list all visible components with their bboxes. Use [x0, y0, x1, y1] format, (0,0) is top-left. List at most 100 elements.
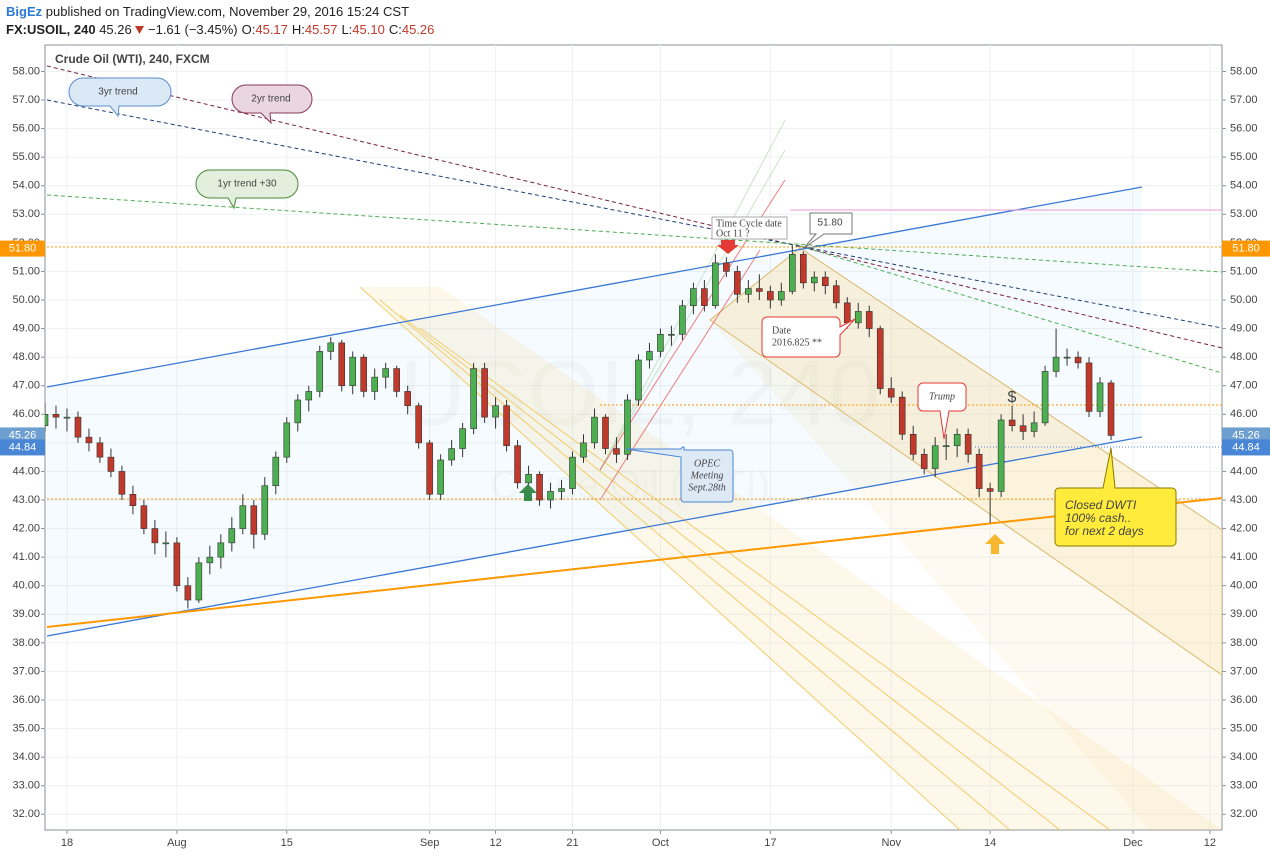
- channel-fill: [360, 287, 1222, 830]
- x-tick-label: 14: [984, 837, 996, 849]
- callout: [625, 446, 734, 503]
- candle-body: [712, 262, 719, 307]
- candle-body: [767, 291, 774, 301]
- y-tick-label: 34.00: [12, 751, 40, 763]
- y-tick-label: 50.00: [12, 294, 40, 306]
- ohlc-value: 45.26: [401, 22, 435, 37]
- candle-body: [206, 556, 214, 564]
- y-tick-label: 38.00: [12, 637, 40, 649]
- candle-body: [151, 528, 159, 544]
- candle-body: [338, 342, 346, 387]
- y-tick-label: 36.00: [1230, 694, 1258, 706]
- candle-body: [1019, 425, 1027, 432]
- candle-body: [393, 368, 400, 392]
- candle-body: [964, 433, 972, 455]
- candle-body: [975, 453, 983, 489]
- y-tick-label: 44.00: [1230, 465, 1258, 477]
- y-tick-label: 41.00: [12, 551, 40, 563]
- callout-text: Meeting: [690, 470, 724, 481]
- candle-body: [459, 428, 466, 449]
- candle-body: [327, 342, 335, 352]
- candle-body: [1030, 422, 1038, 432]
- y-tick-label: 56.00: [1230, 122, 1258, 134]
- candle-body: [909, 433, 917, 455]
- ohlc-label: O:: [241, 22, 256, 37]
- candle-body: [1074, 356, 1082, 364]
- candle-body: [173, 542, 181, 587]
- x-tick-label: 12: [489, 837, 501, 849]
- y-tick-label: 39.00: [1230, 608, 1258, 620]
- trend-3yr: [46, 99, 1222, 329]
- candle-body: [261, 485, 269, 535]
- candle-body: [404, 391, 411, 407]
- y-tick-label: 54.00: [1230, 180, 1258, 192]
- candle-body: [536, 473, 543, 501]
- callout-text: Time Cycle date: [716, 218, 782, 229]
- candle-body: [250, 505, 258, 535]
- callout: [68, 77, 172, 118]
- candle-body: [63, 416, 71, 419]
- trend-2yr: [46, 65, 1222, 349]
- channel-upper: [46, 186, 1143, 388]
- candle-body: [96, 442, 104, 458]
- last: 45.26: [99, 22, 132, 37]
- candle-body: [942, 445, 950, 448]
- publish-line: BigEz published on TradingView.com, Nove…: [6, 3, 434, 21]
- candle-body: [360, 356, 368, 392]
- y-tick-label: 58.00: [1230, 65, 1258, 77]
- y-tick-label: 47.00: [12, 380, 40, 392]
- candle-body: [162, 542, 170, 545]
- ohlc: O:45.17 H:45.57 L:45.10 C:45.26: [238, 22, 435, 37]
- candle-body: [569, 456, 576, 489]
- candle-body: [283, 422, 291, 458]
- callout-text: for next 2 days: [1065, 524, 1144, 538]
- candle-body: [481, 368, 488, 418]
- candle-body: [349, 356, 357, 387]
- y-tick-label: 43.00: [12, 494, 40, 506]
- candle-body: [865, 311, 873, 329]
- candle-body: [690, 288, 697, 307]
- callout: [761, 316, 856, 358]
- candle-body: [1052, 356, 1060, 372]
- candle-body: [986, 488, 994, 492]
- candle-body: [140, 505, 148, 529]
- trend-green: [799, 245, 1222, 374]
- candle-body: [701, 288, 708, 307]
- candle-body: [118, 471, 126, 495]
- channel-fill: [710, 248, 1222, 830]
- candle-body: [74, 416, 82, 438]
- y-tick-label: 32.00: [1230, 808, 1258, 820]
- x-tick-label: 12: [1204, 837, 1216, 849]
- callout-text: 2yr trend: [251, 94, 290, 105]
- candle-body: [789, 253, 796, 292]
- candle-body: [756, 288, 763, 292]
- callout-text: 3yr trend: [98, 87, 137, 98]
- down-arrow: [717, 240, 739, 254]
- price-tag: [0, 240, 45, 257]
- candle-body: [624, 399, 631, 455]
- candle-body: [514, 445, 521, 484]
- y-tick-label: 40.00: [1230, 580, 1258, 592]
- candle-body: [613, 448, 620, 455]
- ohlc-label: H:: [291, 22, 305, 37]
- y-tick-label: 33.00: [12, 780, 40, 792]
- price-tag-label: 51.80: [9, 242, 37, 254]
- candle-body: [931, 445, 939, 469]
- y-tick-label: 57.00: [12, 94, 40, 106]
- candle-body: [239, 505, 247, 529]
- candle-body: [503, 405, 510, 447]
- overlays: Crude Oil (WTI), 240, FXCM 3yr trend 2yr…: [55, 52, 1177, 554]
- callout-text: Closed DWTI: [1065, 498, 1137, 512]
- price-tag: [1222, 240, 1270, 257]
- y-tick-label: 33.00: [1230, 780, 1258, 792]
- callout: [917, 382, 967, 440]
- y-tick-label: 50.00: [1230, 294, 1258, 306]
- price-tag-label: 51.80: [1232, 242, 1260, 254]
- y-tick-label: 48.00: [1230, 351, 1258, 363]
- y-tick-label: 38.00: [1230, 637, 1258, 649]
- callout: [711, 216, 788, 240]
- candle-body: [525, 473, 532, 484]
- x-tick-label: 17: [764, 837, 776, 849]
- candle-body: [723, 262, 730, 272]
